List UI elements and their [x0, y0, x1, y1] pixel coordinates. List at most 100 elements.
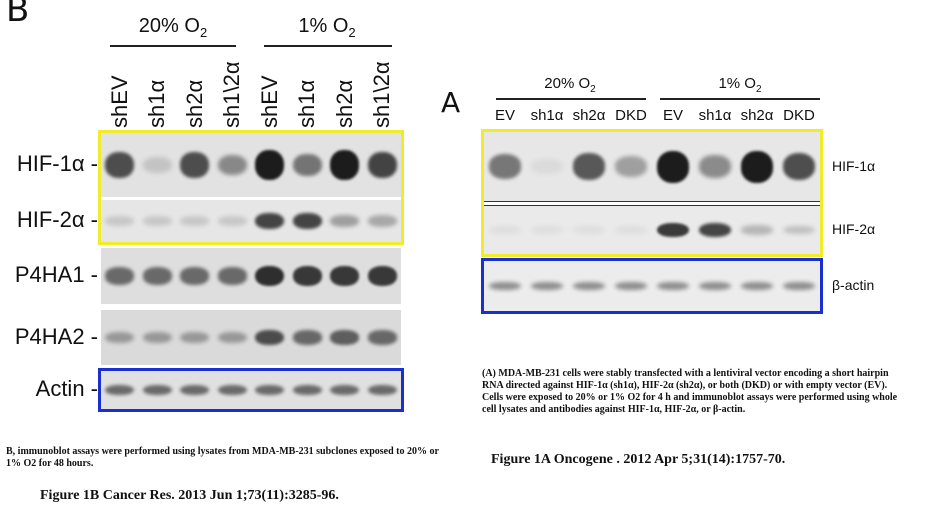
protein-label: β-actin	[832, 277, 875, 294]
lane-label: sh1\2α	[219, 61, 245, 128]
blot-band	[255, 329, 285, 346]
right-figure-title: Figure 1A Oncogene . 2012 Apr 5;31(14):1…	[491, 452, 786, 467]
right-yellow-frame	[481, 129, 823, 257]
lane-label: sh2α	[740, 107, 774, 124]
right-blot-divider	[484, 201, 821, 206]
blot-band	[142, 157, 172, 173]
left-condition-1: 1% O2	[298, 15, 356, 40]
lane-label: sh1α	[144, 79, 170, 128]
right-actin-frame	[481, 258, 823, 314]
lane-label: sh1α	[294, 79, 320, 128]
protein-label: HIF-1α -	[16, 151, 98, 177]
blot-band	[367, 265, 397, 287]
blot-band	[292, 384, 322, 396]
protein-label: HIF-2α -	[16, 207, 98, 233]
lane-label: shEV	[106, 75, 132, 128]
lane-label: sh2α	[331, 79, 357, 128]
panel-letter-b: B	[6, 0, 30, 30]
lane-label: EV	[662, 107, 683, 124]
blot-band	[782, 281, 816, 291]
blot-band	[180, 216, 210, 226]
blot-band	[292, 153, 322, 177]
blot-band	[367, 151, 397, 179]
lane-label: sh1α	[698, 107, 732, 124]
blot-band	[330, 150, 360, 180]
blot-band	[292, 330, 322, 345]
blot-band	[330, 330, 360, 345]
blot-band	[142, 384, 172, 396]
blot-band	[740, 281, 774, 291]
blot-band	[740, 150, 774, 183]
left-condition-20: 20% O2	[138, 15, 208, 40]
blot-band	[740, 225, 774, 235]
protein-label: P4HA1 -	[14, 262, 98, 288]
blot-band	[614, 281, 648, 291]
blot-band	[656, 222, 690, 238]
protein-label: HIF-1α	[832, 157, 876, 174]
blot-strip	[101, 133, 401, 197]
lane-label: sh1α	[530, 107, 564, 124]
left-actin-frame	[98, 368, 404, 412]
blot-strip	[484, 206, 820, 254]
blot-band	[217, 154, 247, 176]
right-condition-line-20	[496, 98, 646, 100]
blot-band	[572, 281, 606, 291]
blot-strip	[101, 248, 401, 304]
blot-band	[488, 281, 522, 291]
right-condition-1: 1% O2	[718, 75, 762, 95]
blot-band	[614, 156, 648, 177]
blot-band	[180, 331, 210, 344]
left-figure-title: Figure 1B Cancer Res. 2013 Jun 1;73(11):…	[40, 488, 339, 503]
blot-band	[782, 152, 816, 181]
blot-strip	[484, 261, 820, 311]
blot-band	[255, 212, 285, 229]
panel-letter-a: A	[441, 86, 461, 119]
blot-band	[330, 265, 360, 287]
blot-band	[105, 384, 135, 396]
lane-label: DKD	[615, 107, 647, 124]
blot-band	[255, 384, 285, 396]
blot-band	[656, 150, 690, 183]
lane-label: sh1\2α	[369, 61, 395, 128]
right-condition-20: 20% O2	[544, 75, 596, 95]
blot-band	[292, 212, 322, 229]
protein-label: HIF-2α	[832, 221, 876, 238]
blot-band	[330, 384, 360, 396]
left-caption: B, immunoblot assays were performed usin…	[6, 446, 439, 469]
blot-band	[255, 265, 285, 287]
lane-label: sh2α	[572, 107, 606, 124]
blot-band	[698, 222, 732, 238]
protein-label: Actin -	[35, 376, 98, 402]
blot-band	[217, 216, 247, 226]
lane-label: DKD	[783, 107, 815, 124]
left-yellow-frame	[98, 130, 404, 245]
blot-band	[572, 153, 606, 180]
blot-band	[217, 384, 247, 396]
blot-band	[142, 331, 172, 344]
blot-band	[292, 265, 322, 287]
lane-label: EV	[494, 107, 515, 124]
protein-label: P4HA2 -	[14, 323, 98, 349]
blot-band	[217, 331, 247, 344]
blot-band	[217, 267, 247, 285]
lane-label: sh2α	[181, 79, 207, 128]
blot-band	[782, 225, 816, 235]
blot-band	[530, 281, 564, 291]
blot-band	[698, 281, 732, 291]
blot-band	[488, 226, 522, 234]
blot-band	[142, 267, 172, 285]
blot-band	[180, 152, 210, 178]
blot-band	[255, 150, 285, 180]
blot-band	[105, 331, 135, 344]
blot-band	[656, 281, 690, 291]
blot-band	[367, 330, 397, 345]
blot-band	[142, 216, 172, 226]
left-condition-line-20	[110, 45, 236, 47]
blot-band	[180, 384, 210, 396]
blot-band	[530, 226, 564, 234]
blot-strip	[101, 200, 401, 242]
blot-band	[572, 226, 606, 234]
blot-band	[105, 267, 135, 285]
blot-band	[367, 384, 397, 396]
blot-band	[530, 158, 564, 175]
